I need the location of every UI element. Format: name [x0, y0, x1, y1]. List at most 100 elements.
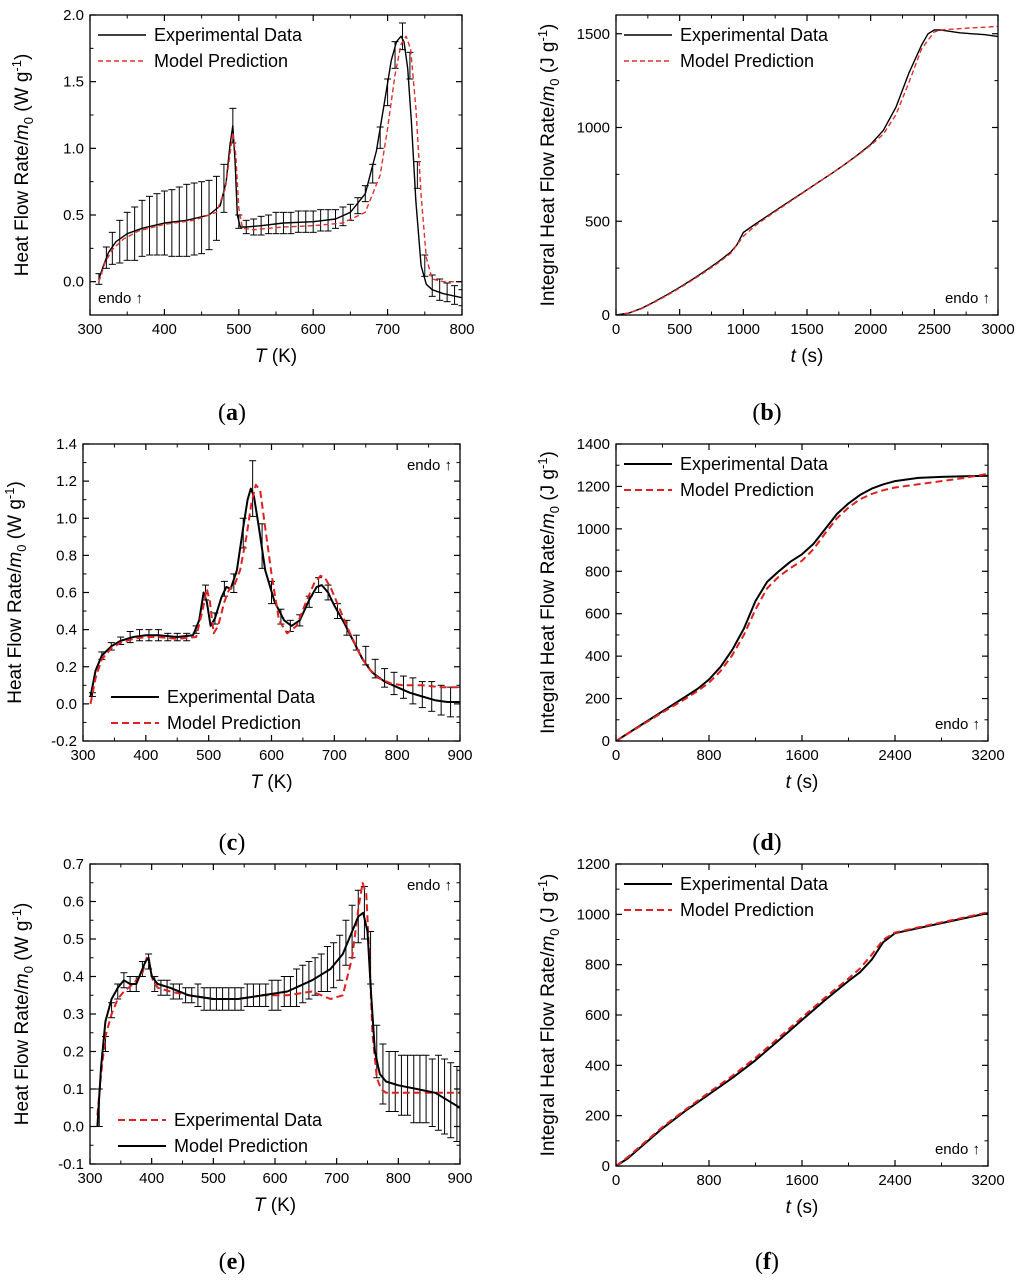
endo-annotation: endo ↑ [407, 457, 452, 474]
endo-annotation: endo ↑ [935, 1141, 980, 1158]
y-tick-label: 0.2 [63, 1044, 84, 1061]
x-tick-label: 900 [447, 747, 472, 764]
x-tick-label: 700 [322, 747, 347, 764]
legend-label: Experimental Data [680, 25, 829, 45]
x-axis-title: t (s) [786, 772, 819, 793]
y-tick-label: 1500 [577, 26, 610, 43]
x-tick-label: 900 [447, 1170, 472, 1187]
y-tick-label: 1000 [577, 120, 610, 137]
series-line-first [98, 35, 462, 299]
x-tick-label: 500 [226, 321, 251, 338]
chart-panel-f: 0 800 1600 2400 3200 0 200 400 600 800 1000 1200 t (… [535, 856, 1005, 1275]
y-tick-label: 0.7 [63, 856, 84, 873]
x-tick-label: 800 [449, 321, 474, 338]
y-tick-label: 1.4 [56, 436, 77, 453]
legend-label: Experimental Data [680, 874, 829, 894]
y-tick-label: 200 [585, 1108, 610, 1125]
legend-label: Model Prediction [680, 900, 814, 920]
y-tick-label: 1000 [577, 521, 610, 538]
x-tick-label: 700 [375, 321, 400, 338]
chart-panel-b: 0 500 1000 1500 2000 2500 3000 0 500 1000 1500 t (s… [535, 14, 1015, 426]
legend-label: Experimental Data [680, 454, 829, 474]
series-line-second [89, 483, 460, 705]
y-axis-title: Integral Heat Flow Rate/m0 (J g-1) [535, 451, 562, 734]
x-tick-label: 2500 [918, 321, 951, 338]
series-line-first [96, 881, 460, 1116]
legend: Experimental Data Model Prediction [624, 454, 829, 500]
y-tick-label: 0.0 [56, 696, 77, 713]
y-tick-label: 1400 [577, 436, 610, 453]
series-line-second [96, 911, 460, 1127]
y-tick-label: 0 [602, 733, 610, 750]
x-axis-title: t (s) [786, 1197, 819, 1218]
endo-annotation: endo ↑ [935, 716, 980, 733]
y-tick-label: 0.2 [56, 659, 77, 676]
y-axis-title: Heat Flow Rate/m0 (W g-1) [2, 481, 29, 704]
y-tick-label: 600 [585, 1007, 610, 1024]
series-line-second [98, 35, 462, 283]
x-tick-label: 2400 [878, 1172, 911, 1189]
series-line-second [616, 25, 998, 315]
legend-label: Experimental Data [167, 687, 316, 707]
y-tick-label: -0.1 [58, 1156, 84, 1173]
x-tick-label: 800 [696, 747, 721, 764]
panel-label-c: (c) [219, 830, 246, 856]
chart-panel-d: 0 800 1600 2400 3200 0 200 400 600 800 1000 1200 140… [535, 436, 1005, 856]
chart-panel-e: 300 400 500 600 700 800 900 -0.1 0.0 0.1 0.2 0.3 0.4… [9, 856, 473, 1275]
y-tick-label: 1.2 [56, 473, 77, 490]
legend: Experimental Data Model Prediction [624, 874, 829, 920]
legend-label: Model Prediction [680, 51, 814, 71]
x-tick-label: 3200 [971, 1172, 1004, 1189]
chart-panel-a: 300 400 500 600 700 800 0.0 0.5 1.0 1.5 2.0 T (K) He… [9, 7, 475, 426]
x-tick-label: 1600 [785, 1172, 818, 1189]
legend-label: Model Prediction [167, 713, 301, 733]
x-tick-label: 1000 [727, 321, 760, 338]
legend: Experimental Data Model Prediction [98, 25, 303, 71]
series-line-second [616, 472, 988, 741]
y-tick-label: 0.5 [63, 207, 84, 224]
y-tick-label: 200 [585, 691, 610, 708]
x-axis-title: t (s) [791, 346, 824, 367]
y-tick-label: 0.4 [63, 969, 84, 986]
x-tick-label: 600 [262, 1170, 287, 1187]
y-tick-label: 1200 [577, 478, 610, 495]
x-tick-label: 600 [259, 747, 284, 764]
y-axis-title: Heat Flow Rate/m0 (W g-1) [9, 903, 36, 1126]
y-tick-label: 0 [602, 307, 610, 324]
y-tick-label: 0.1 [63, 1081, 84, 1098]
chart-panel-c: 300 400 500 600 700 800 900 -0.2 0.0 0.2 0.4 0.6 0.8… [2, 436, 473, 856]
y-tick-label: 0.0 [63, 1119, 84, 1136]
y-tick-label: 1200 [577, 856, 610, 873]
y-tick-label: 400 [585, 1057, 610, 1074]
x-tick-label: 0 [612, 321, 620, 338]
x-tick-label: 1600 [785, 747, 818, 764]
y-tick-label: 1.0 [63, 140, 84, 157]
y-tick-label: -0.2 [51, 733, 77, 750]
y-tick-label: 800 [585, 957, 610, 974]
x-axis-title: T (K) [254, 1195, 296, 1216]
y-tick-label: 0.3 [63, 1006, 84, 1023]
x-tick-label: 700 [324, 1170, 349, 1187]
y-axis-title: Heat Flow Rate/m0 (W g-1) [9, 54, 36, 277]
y-tick-label: 500 [585, 213, 610, 230]
panel-label-b: (b) [752, 400, 781, 426]
panel-label-d: (d) [752, 830, 781, 856]
legend: Experimental Data Model Prediction [624, 25, 829, 71]
x-tick-label: 500 [201, 1170, 226, 1187]
legend-label: Experimental Data [154, 25, 303, 45]
x-tick-label: 400 [152, 321, 177, 338]
endo-annotation: endo ↑ [98, 290, 143, 307]
y-tick-label: 0.6 [56, 585, 77, 602]
x-tick-label: 400 [133, 747, 158, 764]
x-tick-label: 800 [696, 1172, 721, 1189]
y-tick-label: 0.5 [63, 931, 84, 948]
x-tick-label: 1500 [790, 321, 823, 338]
x-tick-label: 300 [70, 747, 95, 764]
endo-annotation: endo ↑ [407, 877, 452, 894]
legend-label: Model Prediction [154, 51, 288, 71]
series-line-first [616, 474, 988, 741]
x-tick-label: 300 [77, 321, 102, 338]
y-tick-label: 400 [585, 648, 610, 665]
x-tick-label: 300 [77, 1170, 102, 1187]
